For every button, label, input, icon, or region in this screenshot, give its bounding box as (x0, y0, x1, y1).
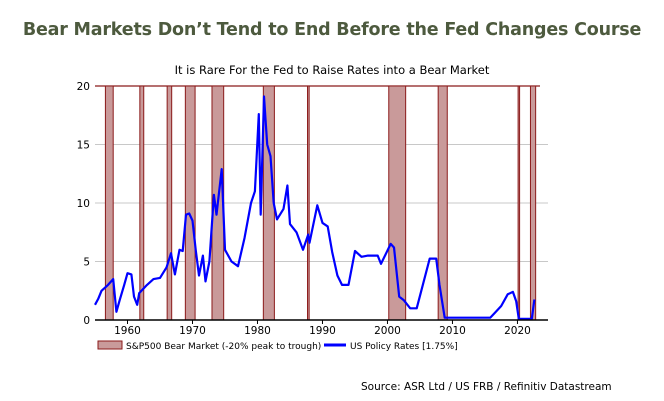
y-tick-label: 15 (77, 140, 90, 152)
us-policy-rate-line (94, 95, 536, 320)
bear-market-bar (184, 85, 196, 321)
page-title: Bear Markets Don’t Tend to End Before th… (22, 20, 642, 40)
bear-market-bar (529, 85, 537, 321)
bear-market-bar (517, 85, 521, 321)
x-tick-label: 2010 (439, 325, 466, 337)
bear-market-bar (307, 85, 310, 321)
bear-market-bar (139, 85, 145, 321)
rate-series (94, 95, 536, 320)
legend-bear-label: S&P500 Bear Market (-20% peak to trough) (126, 342, 321, 352)
x-tick-label: 1960 (114, 325, 141, 337)
chart-title: It is Rare For the Fed to Raise Rates in… (174, 63, 490, 77)
gridlines (95, 144, 548, 262)
x-tick-label: 1990 (309, 325, 336, 337)
x-tick-label: 2000 (374, 325, 401, 337)
legend: S&P500 Bear Market (-20% peak to trough)… (97, 340, 458, 352)
axes: 0 5 10 15 20 1960 1970 1980 1990 2000 2010 2020 (77, 81, 548, 337)
legend-bear-swatch (97, 340, 123, 350)
x-tick-label: 2020 (504, 325, 531, 337)
x-tick-label: 1970 (179, 325, 206, 337)
source-note: Source: ASR Ltd / US FRB / Refinitiv Dat… (361, 381, 612, 393)
y-tick-label: 10 (77, 198, 90, 210)
y-tick-label: 5 (83, 257, 90, 269)
legend-rate-label: US Policy Rates [1.75%] (350, 342, 458, 352)
x-tick-label: 1980 (244, 325, 271, 337)
bear-market-bar (166, 85, 173, 321)
y-tick-label: 0 (83, 315, 90, 327)
y-tick-label: 20 (77, 81, 90, 93)
